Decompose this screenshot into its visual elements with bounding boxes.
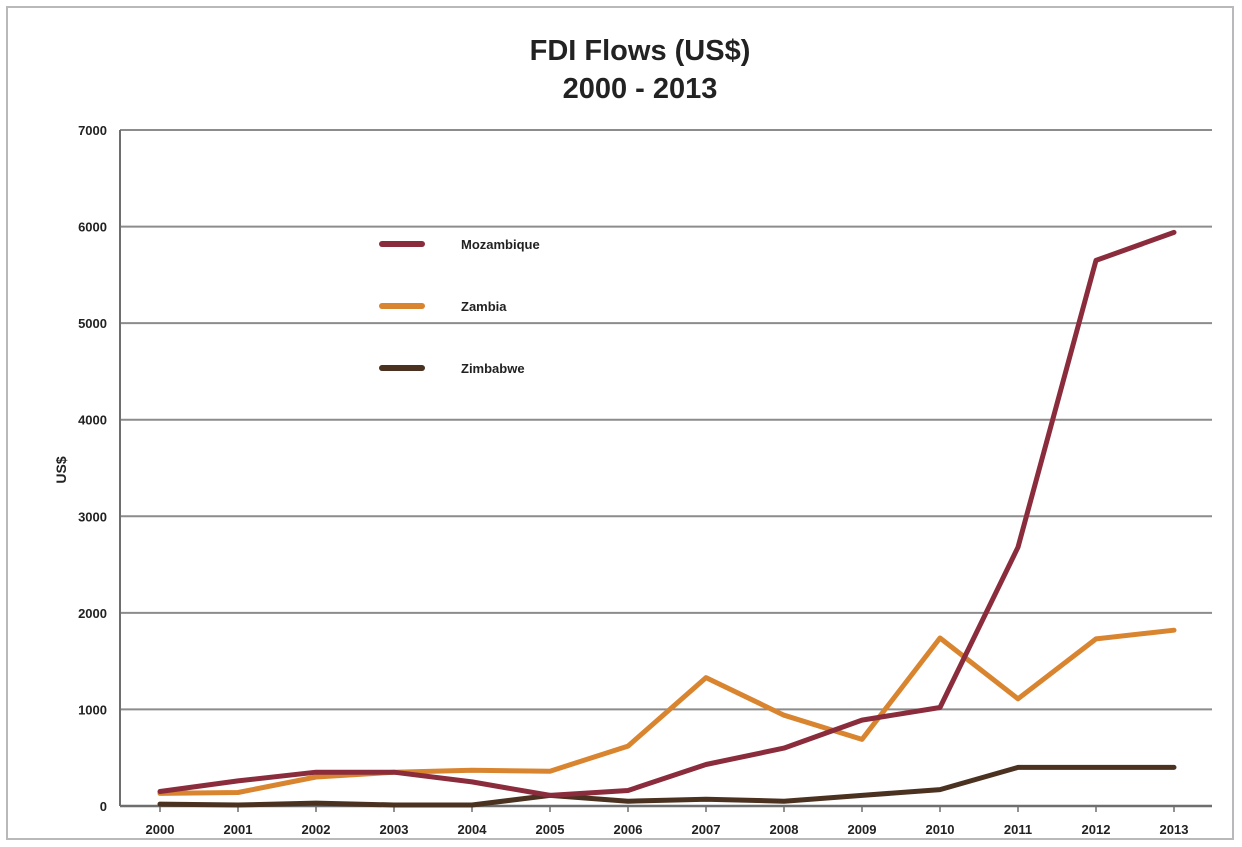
y-tick-6000: 6000 (78, 220, 107, 235)
point-zimbabwe-2002 (314, 801, 319, 806)
y-tick-1000: 1000 (78, 702, 107, 717)
x-tick-2013: 2013 (1160, 822, 1189, 837)
y-tick-2000: 2000 (78, 606, 107, 621)
x-tick-2004: 2004 (458, 822, 488, 837)
x-tick-2012: 2012 (1082, 822, 1111, 837)
series-line-zambia (157, 627, 1177, 796)
point-zimbabwe-2008 (782, 799, 787, 804)
point-mozambique-2011 (1016, 545, 1021, 550)
point-zimbabwe-2003 (392, 803, 397, 808)
chart-title-line-1: FDI Flows (US$) (530, 35, 751, 67)
point-zimbabwe-2010 (938, 787, 943, 792)
x-tick-2001: 2001 (224, 822, 253, 837)
point-zambia-2005 (548, 769, 553, 774)
point-zimbabwe-2011 (1016, 765, 1021, 770)
point-mozambique-2009 (860, 718, 865, 723)
point-zimbabwe-2012 (1094, 765, 1099, 770)
point-zambia-2002 (314, 775, 319, 780)
point-mozambique-2013 (1172, 230, 1177, 235)
point-mozambique-2007 (704, 762, 709, 767)
x-tick-2010: 2010 (926, 822, 955, 837)
point-zimbabwe-2000 (158, 802, 163, 807)
point-mozambique-2008 (782, 746, 787, 751)
point-mozambique-2005 (548, 793, 553, 798)
point-zambia-2006 (626, 744, 631, 749)
legend: Mozambique Zambia Zimbabwe (379, 237, 540, 376)
point-mozambique-2004 (470, 779, 475, 784)
x-tick-2003: 2003 (380, 822, 409, 837)
y-tick-3000: 3000 (78, 509, 107, 524)
x-tick-2008: 2008 (770, 822, 799, 837)
point-zimbabwe-2007 (704, 797, 709, 802)
x-tick-labels: 2000 2001 2002 2003 2004 2005 2006 2007 2008 2009… (146, 806, 1189, 837)
x-tick-2005: 2005 (536, 822, 565, 837)
point-mozambique-2001 (236, 778, 241, 783)
x-tick-2007: 2007 (692, 822, 721, 837)
point-mozambique-2002 (314, 770, 319, 775)
point-mozambique-2003 (392, 770, 397, 775)
point-zambia-2007 (704, 675, 709, 680)
point-zimbabwe-2013 (1172, 765, 1177, 770)
x-tick-2002: 2002 (302, 822, 331, 837)
point-zimbabwe-2001 (236, 803, 241, 808)
chart-frame (6, 6, 1234, 840)
chart-title-line-2: 2000 - 2013 (563, 73, 718, 105)
point-zambia-2012 (1094, 636, 1099, 641)
y-tick-7000: 7000 (78, 123, 107, 138)
y-tick-0: 0 (100, 799, 107, 814)
point-zambia-2008 (782, 713, 787, 718)
legend-label-zimbabwe: Zimbabwe (461, 361, 525, 376)
point-mozambique-2012 (1094, 258, 1099, 263)
series-line-mozambique (157, 229, 1177, 798)
point-zimbabwe-2009 (860, 793, 865, 798)
x-tick-2011: 2011 (1004, 822, 1032, 837)
gridlines (119, 129, 1212, 808)
point-zambia-2011 (1016, 696, 1021, 701)
y-axis-label: US$ (53, 456, 69, 483)
point-mozambique-2010 (938, 705, 943, 710)
series-line-zimbabwe (157, 764, 1177, 808)
legend-label-mozambique: Mozambique (461, 237, 540, 252)
point-mozambique-2000 (158, 789, 163, 794)
y-tick-5000: 5000 (78, 316, 107, 331)
point-zambia-2004 (470, 768, 475, 773)
point-zimbabwe-2006 (626, 799, 631, 804)
y-tick-4000: 4000 (78, 413, 107, 428)
x-tick-2009: 2009 (848, 822, 877, 837)
y-tick-labels: 0 1000 2000 3000 4000 5000 6000 7000 (78, 123, 107, 814)
series-lines (157, 229, 1177, 808)
point-zambia-2013 (1172, 628, 1177, 633)
point-zimbabwe-2004 (470, 803, 475, 808)
x-tick-2000: 2000 (146, 822, 175, 837)
point-zambia-2009 (860, 737, 865, 742)
x-tick-2006: 2006 (614, 822, 643, 837)
point-zambia-2010 (938, 635, 943, 640)
legend-label-zambia: Zambia (461, 299, 507, 314)
point-zambia-2001 (236, 790, 241, 795)
point-mozambique-2006 (626, 788, 631, 793)
